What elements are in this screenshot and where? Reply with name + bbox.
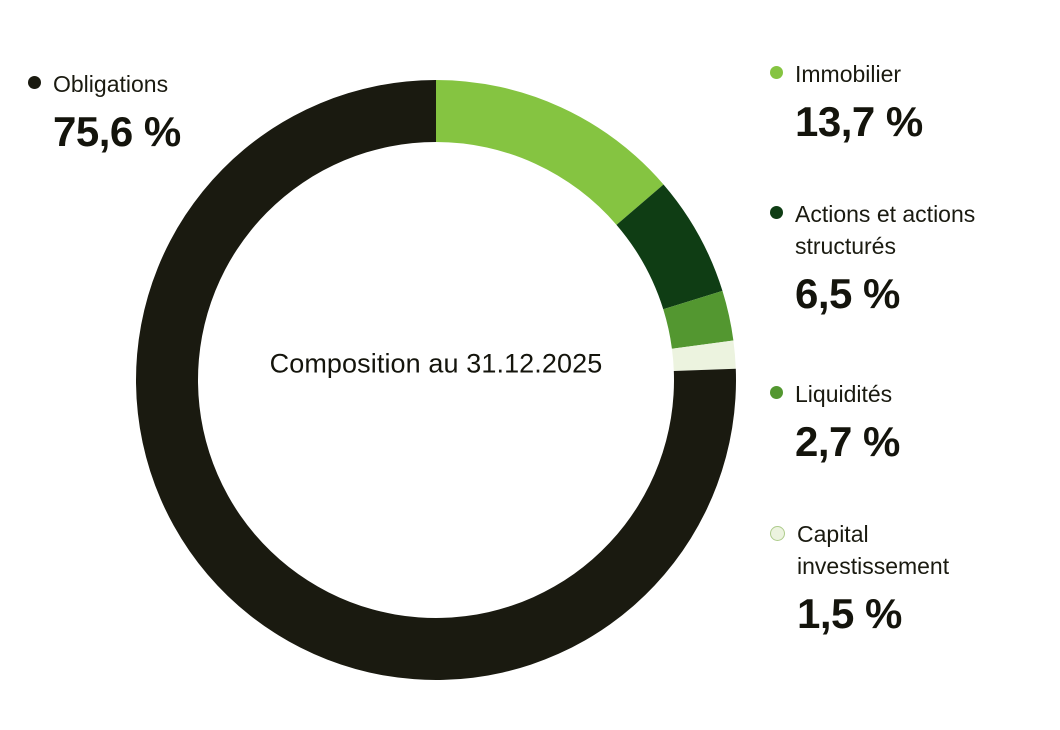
legend-value-liquidites: 2,7 % [795,418,900,466]
legend-label-capital: Capital investissement [797,521,950,580]
legend-item-immobilier: Immobilier 13,7 % [770,58,923,146]
legend-label-actions: Actions et actions structurés [795,201,976,260]
legend-value-obligations: 75,6 % [53,108,181,156]
chart-center-label: Composition au 31.12.2025 [269,348,603,379]
legend-item-liquidites: Liquidités 2,7 % [770,378,900,466]
legend-item-obligations: Obligations 75,6 % [28,68,181,156]
legend-bullet-obligations [28,76,41,89]
donut-segment-liquidites [663,290,734,349]
legend-item-actions: Actions et actions structurés 6,5 % [770,198,990,318]
donut-segment-capital [671,340,736,372]
legend-bullet-capital [770,526,785,541]
legend-item-capital: Capital investissement 1,5 % [770,518,992,638]
legend-value-immobilier: 13,7 % [795,98,923,146]
legend-label-liquidites: Liquidités [795,381,893,407]
legend-value-actions: 6,5 % [795,270,900,318]
legend-bullet-liquidites [770,386,783,399]
donut-segment-immobilier [436,80,664,225]
legend-label-immobilier: Immobilier [795,61,902,87]
legend-bullet-actions [770,206,783,219]
donut-segment-actions [616,184,723,310]
legend-bullet-immobilier [770,66,783,79]
legend-label-obligations: Obligations [53,71,169,97]
legend-value-capital: 1,5 % [797,590,902,638]
